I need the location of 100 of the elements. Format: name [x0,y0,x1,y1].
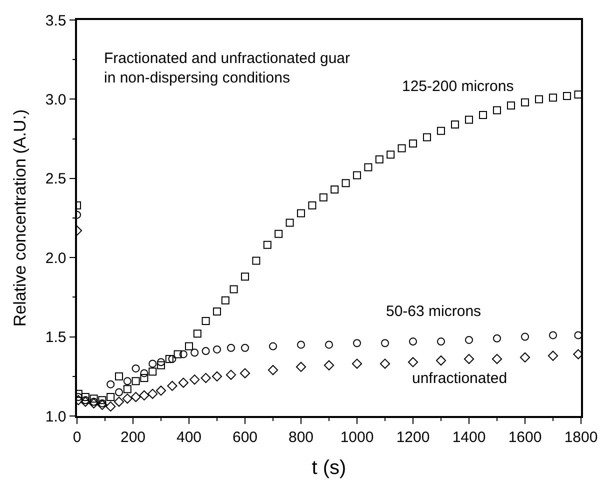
point [549,94,557,102]
point [324,360,334,370]
point [268,365,278,376]
point [132,364,140,372]
point [98,399,106,408]
point [381,339,389,348]
point [464,354,474,364]
point [548,350,558,361]
y-tick-label: 2.5 [45,170,66,188]
point [227,344,235,352]
annotation: Fractionated and unfractionated guar in non-dispersing conditions [104,50,350,86]
point [521,98,529,106]
y-tick-label: 1.5 [45,329,66,346]
point [364,163,372,172]
point [200,372,211,384]
point [179,350,188,358]
series-label: 125-200 microns [402,78,514,95]
y-axis-title: Relative concentration (A.U.) [10,109,30,327]
point [507,102,515,110]
point [423,133,431,142]
point [168,354,176,363]
series-label: unfractionated [412,370,508,387]
point [408,357,418,368]
point [240,368,250,378]
x-tick-label: 1600 [508,428,542,446]
point [122,394,132,404]
point [493,334,501,342]
y-tick-label: 3.5 [45,12,66,30]
point [308,201,316,210]
point [132,377,140,386]
point [106,401,116,412]
point [156,386,166,396]
point [123,377,132,386]
point [213,345,221,354]
series-label: 50-63 microns [386,303,482,320]
point [319,193,328,202]
point [139,390,150,400]
point [185,342,193,350]
point [492,354,502,364]
x-tick-label: 1200 [396,428,430,446]
point [167,380,178,391]
point [409,338,417,346]
point [386,150,395,159]
point [202,347,210,356]
point [157,361,165,370]
x-tick-label: 600 [232,428,258,446]
x-tick-label: 0 [72,428,82,446]
point [535,95,543,104]
point [106,380,115,388]
point [549,331,557,340]
point [574,331,581,340]
point [398,144,406,152]
point [148,388,158,399]
point [174,350,182,358]
point [451,120,459,129]
point [263,240,272,249]
point [342,179,350,188]
x-tick-label: 1000 [340,428,374,446]
point [123,385,132,394]
point [465,116,473,124]
point [325,340,333,349]
point [212,371,222,382]
point [106,392,115,401]
point [97,400,108,410]
point [230,285,238,294]
point [140,369,148,378]
point [241,272,249,281]
point [241,344,249,352]
point [190,374,200,385]
point [115,388,123,396]
y-tick-label: 1.0 [45,408,66,426]
point [252,256,260,265]
point [375,155,384,164]
point [80,396,90,407]
point [437,338,445,346]
y-tick-label: 2.0 [45,250,66,267]
point [81,396,90,404]
point [148,360,157,368]
point [202,316,210,325]
point [226,370,236,380]
point [493,106,501,114]
point [190,348,199,357]
point [574,90,581,98]
point [178,378,188,388]
point [352,358,362,369]
point [157,358,165,366]
point [563,92,571,100]
point [98,396,106,404]
point [330,185,339,194]
x-tick-label: 1800 [564,428,598,446]
point [269,342,277,350]
point [437,126,445,135]
point [521,332,529,341]
point [353,171,361,180]
point [297,340,305,349]
point [193,330,202,338]
point [274,230,283,238]
point [148,368,157,376]
x-tick-label: 800 [288,428,314,446]
point [520,352,530,362]
